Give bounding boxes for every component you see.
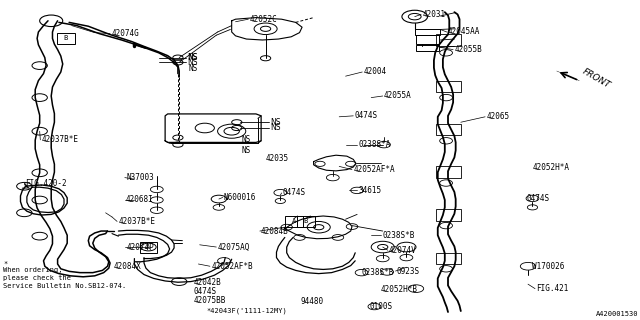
Text: 42052AF*B: 42052AF*B: [211, 262, 253, 271]
Text: 42052H*B: 42052H*B: [381, 285, 418, 294]
Text: 42075BB: 42075BB: [193, 296, 226, 305]
Text: W170026: W170026: [532, 262, 565, 271]
Text: NS: NS: [187, 53, 197, 62]
Text: 42074P: 42074P: [127, 243, 154, 252]
Text: 0238S*B: 0238S*B: [383, 231, 415, 240]
Text: *: *: [3, 261, 8, 267]
Bar: [416, 35, 439, 44]
Text: B: B: [64, 36, 68, 41]
Text: 42065: 42065: [486, 112, 509, 121]
Text: B: B: [304, 219, 308, 224]
Text: 42035: 42035: [266, 154, 289, 163]
Text: NS: NS: [242, 135, 251, 144]
Text: NS: NS: [242, 146, 251, 155]
Text: 42004: 42004: [364, 68, 387, 76]
Text: 42052H*A: 42052H*A: [532, 163, 570, 172]
Bar: [415, 29, 440, 35]
Text: 34615: 34615: [358, 186, 381, 195]
Text: please check the: please check the: [3, 276, 71, 281]
Text: FIG.420-2: FIG.420-2: [26, 180, 67, 188]
Text: NS: NS: [189, 53, 198, 62]
Text: 42055B: 42055B: [454, 45, 482, 54]
Text: 42042B: 42042B: [193, 278, 221, 287]
Text: *42043F('1111-12MY): *42043F('1111-12MY): [206, 307, 287, 314]
Text: 42037B*E: 42037B*E: [118, 217, 156, 226]
Text: 42055A: 42055A: [384, 92, 412, 100]
Text: 94480: 94480: [301, 297, 324, 306]
Text: 0100S: 0100S: [370, 302, 393, 311]
Text: A: A: [292, 219, 296, 224]
Text: Service Bulletin No.SB12-074.: Service Bulletin No.SB12-074.: [3, 284, 127, 289]
Text: FRONT: FRONT: [581, 67, 612, 90]
Text: N600016: N600016: [224, 193, 257, 202]
Bar: [436, 81, 461, 92]
Text: 0238S*B: 0238S*B: [362, 268, 394, 277]
Text: 42052C: 42052C: [250, 15, 277, 24]
Text: N37003: N37003: [126, 173, 154, 182]
Text: NS: NS: [189, 64, 198, 73]
Text: 42052AF*A: 42052AF*A: [353, 165, 395, 174]
Text: 42074V: 42074V: [389, 246, 417, 255]
Text: 0238S*A: 0238S*A: [358, 140, 391, 149]
Text: 42084X: 42084X: [114, 262, 141, 271]
Bar: [416, 45, 439, 51]
Bar: [436, 166, 461, 178]
Text: 0474S: 0474S: [193, 287, 216, 296]
Bar: [436, 34, 461, 46]
Text: 42084B: 42084B: [261, 227, 289, 236]
Text: A: A: [147, 244, 150, 250]
Text: 42068I: 42068I: [126, 196, 154, 204]
Text: 42074G: 42074G: [112, 29, 140, 38]
Text: NS: NS: [270, 118, 280, 127]
Text: 42045AA: 42045AA: [448, 28, 481, 36]
Text: 0474S: 0474S: [355, 111, 378, 120]
Text: 0474S: 0474S: [526, 194, 549, 203]
Text: 42037B*E: 42037B*E: [42, 135, 79, 144]
Text: When ordering,: When ordering,: [3, 268, 63, 273]
Bar: [436, 209, 461, 221]
Text: NS: NS: [187, 58, 197, 67]
Text: 42031: 42031: [422, 10, 445, 19]
Text: NS: NS: [270, 124, 280, 132]
Bar: [436, 253, 461, 264]
Text: 0474S: 0474S: [283, 188, 306, 197]
Text: FIG.421: FIG.421: [536, 284, 569, 293]
Text: 0923S: 0923S: [397, 267, 420, 276]
Text: A420001530: A420001530: [596, 311, 639, 317]
Bar: [436, 124, 461, 135]
Text: 42075AQ: 42075AQ: [218, 243, 250, 252]
